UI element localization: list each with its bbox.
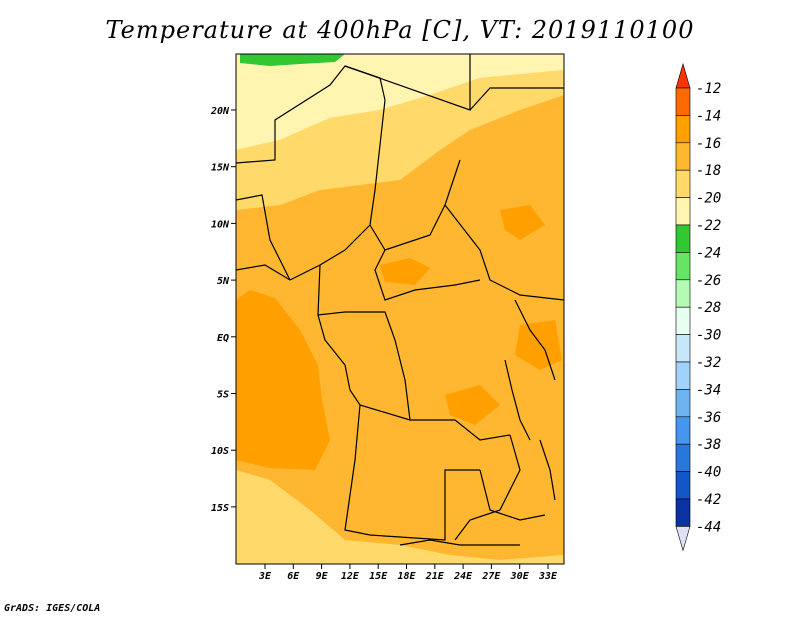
lon-tick-label: 33E <box>538 571 558 582</box>
colorbar-label: -20 <box>696 191 721 207</box>
field-yellow-north <box>236 70 564 210</box>
colorbar-box <box>675 416 691 445</box>
colorbar-box <box>675 169 691 198</box>
colorbar-box <box>675 279 691 308</box>
colorbar-label: -40 <box>696 465 721 481</box>
field-orange-east <box>500 205 545 240</box>
colorbar-box <box>675 252 691 281</box>
lat-tick-label: 15N <box>211 163 230 174</box>
colorbar-box <box>675 334 691 363</box>
lat-tick-label: 5N <box>217 276 230 287</box>
colorbar-box <box>675 443 691 472</box>
colorbar-box <box>675 498 691 527</box>
colorbar-label: -12 <box>696 81 721 97</box>
field-orange-center <box>380 258 430 285</box>
lon-tick-label: 18E <box>397 571 416 582</box>
lon-tick-label: 9E <box>316 571 329 582</box>
lat-tick-label: 20N <box>210 106 230 117</box>
colorbar-label: -36 <box>696 410 721 426</box>
colorbar-box <box>675 361 691 390</box>
colorbar-box <box>675 389 691 418</box>
field-yellow-south <box>236 470 564 564</box>
colorbar-box <box>675 471 691 500</box>
longitude-axis: 3E 6E 9E 12E 15E 18E 21E 24E 27E 30E 33E <box>258 564 558 582</box>
colorbar-box <box>675 197 691 226</box>
lon-tick-label: 24E <box>453 571 473 582</box>
lon-tick-label: 6E <box>287 571 300 582</box>
lat-tick-label: 10S <box>211 446 229 457</box>
colorbar-label: -22 <box>696 218 721 234</box>
colorbar-box <box>675 142 691 171</box>
colorbar-label: -42 <box>696 492 721 508</box>
colorbar-label: -24 <box>696 245 721 261</box>
colorbar-box <box>675 115 691 144</box>
lon-tick-label: 27E <box>481 571 501 582</box>
colorbar-label: -30 <box>696 328 721 344</box>
country-borders <box>236 54 564 546</box>
temperature-field <box>236 54 564 564</box>
field-orange-lakes <box>515 320 562 370</box>
colorbar-label: -18 <box>696 163 721 179</box>
colorbar-box <box>675 87 691 116</box>
colorbar-label: -16 <box>696 136 721 152</box>
field-orange-mid <box>445 385 500 425</box>
colorbar-box <box>675 224 691 253</box>
colorbar-label: -34 <box>696 382 721 398</box>
field-green <box>240 54 345 66</box>
latitude-axis: 20N 15N 10N 5N EQ 5S 10S 15S <box>210 106 236 514</box>
field-pale-north <box>236 54 564 150</box>
lon-tick-label: 12E <box>341 571 360 582</box>
colorbar-label: -32 <box>696 355 721 371</box>
lat-tick-label: EQ <box>217 333 229 344</box>
colorbar-label: -26 <box>696 273 721 289</box>
lon-tick-label: 21E <box>425 571 445 582</box>
lat-tick-label: 5S <box>217 390 229 401</box>
chart-title: Temperature at 400hPa [C], VT: 201911010… <box>105 16 695 44</box>
lat-tick-label: 15S <box>211 503 229 514</box>
colorbar: -12 -14 -16 -18 -20 -22 -24 -26 -28 -30 -32 -34 -36 -… <box>675 62 721 552</box>
lat-tick-label: 10N <box>211 219 230 230</box>
map-frame <box>235 53 565 565</box>
colorbar-label: -28 <box>696 300 721 316</box>
colorbar-label: -38 <box>696 437 721 453</box>
lon-tick-label: 30E <box>510 571 530 582</box>
colorbar-label: -44 <box>696 519 721 535</box>
field-orange-atlantic <box>236 290 330 470</box>
colorbar-label: -14 <box>696 108 721 124</box>
credit-label: GrADS: IGES/COLA <box>4 603 101 614</box>
colorbar-box <box>675 306 691 335</box>
colorbar-top-arrow <box>675 62 691 89</box>
colorbar-bottom-arrow <box>675 526 691 552</box>
lon-tick-label: 3E <box>258 571 272 582</box>
lon-tick-label: 15E <box>369 571 388 582</box>
